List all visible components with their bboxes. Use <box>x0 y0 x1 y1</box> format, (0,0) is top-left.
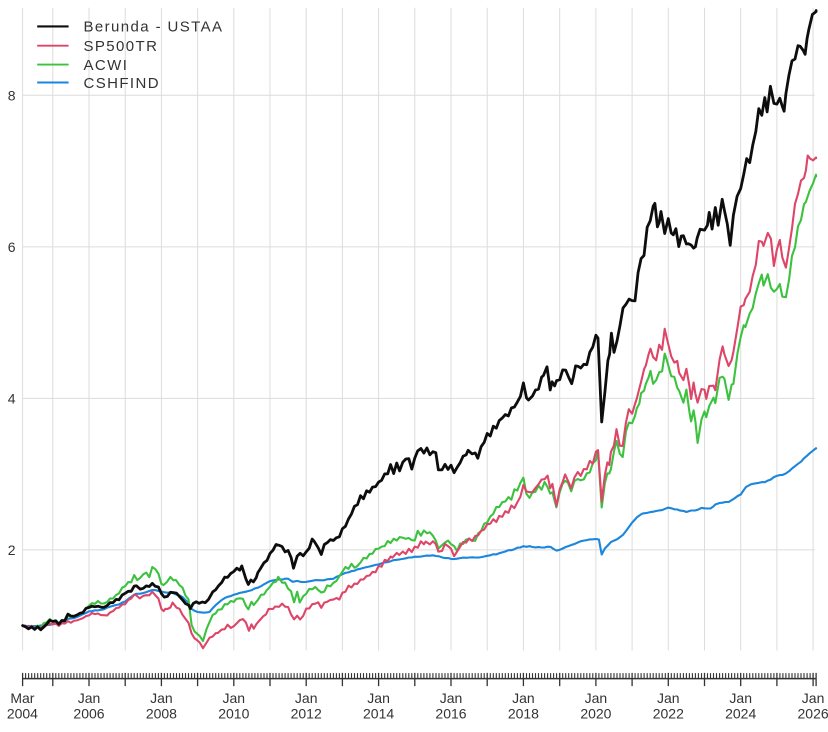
svg-text:2026: 2026 <box>798 706 828 722</box>
svg-text:ACWI: ACWI <box>84 57 129 74</box>
svg-text:2014: 2014 <box>363 706 394 722</box>
svg-text:Jan: Jan <box>585 690 608 706</box>
svg-text:8: 8 <box>8 87 16 103</box>
svg-text:SP500TR: SP500TR <box>84 38 159 55</box>
svg-text:2012: 2012 <box>291 706 322 722</box>
svg-text:Jan: Jan <box>150 690 173 706</box>
svg-text:2020: 2020 <box>580 706 611 722</box>
svg-text:2024: 2024 <box>725 706 756 722</box>
svg-text:Jan: Jan <box>78 690 101 706</box>
svg-text:2008: 2008 <box>146 706 177 722</box>
svg-text:2022: 2022 <box>653 706 684 722</box>
svg-text:6: 6 <box>8 239 16 255</box>
svg-text:2: 2 <box>8 542 16 558</box>
svg-text:Jan: Jan <box>657 690 680 706</box>
svg-text:Jan: Jan <box>802 690 825 706</box>
svg-text:2018: 2018 <box>508 706 539 722</box>
svg-text:CSHFIND: CSHFIND <box>84 75 160 92</box>
svg-text:Jan: Jan <box>440 690 463 706</box>
svg-text:Mar: Mar <box>10 690 34 706</box>
svg-text:Jan: Jan <box>367 690 390 706</box>
svg-text:2010: 2010 <box>218 706 249 722</box>
svg-text:4: 4 <box>8 390 16 406</box>
svg-text:2016: 2016 <box>435 706 466 722</box>
svg-text:2004: 2004 <box>7 706 38 722</box>
svg-text:Berunda - USTAA: Berunda - USTAA <box>84 19 224 36</box>
svg-text:Jan: Jan <box>295 690 318 706</box>
svg-text:Jan: Jan <box>729 690 752 706</box>
svg-text:2006: 2006 <box>73 706 104 722</box>
svg-text:Jan: Jan <box>223 690 246 706</box>
svg-text:Jan: Jan <box>512 690 535 706</box>
